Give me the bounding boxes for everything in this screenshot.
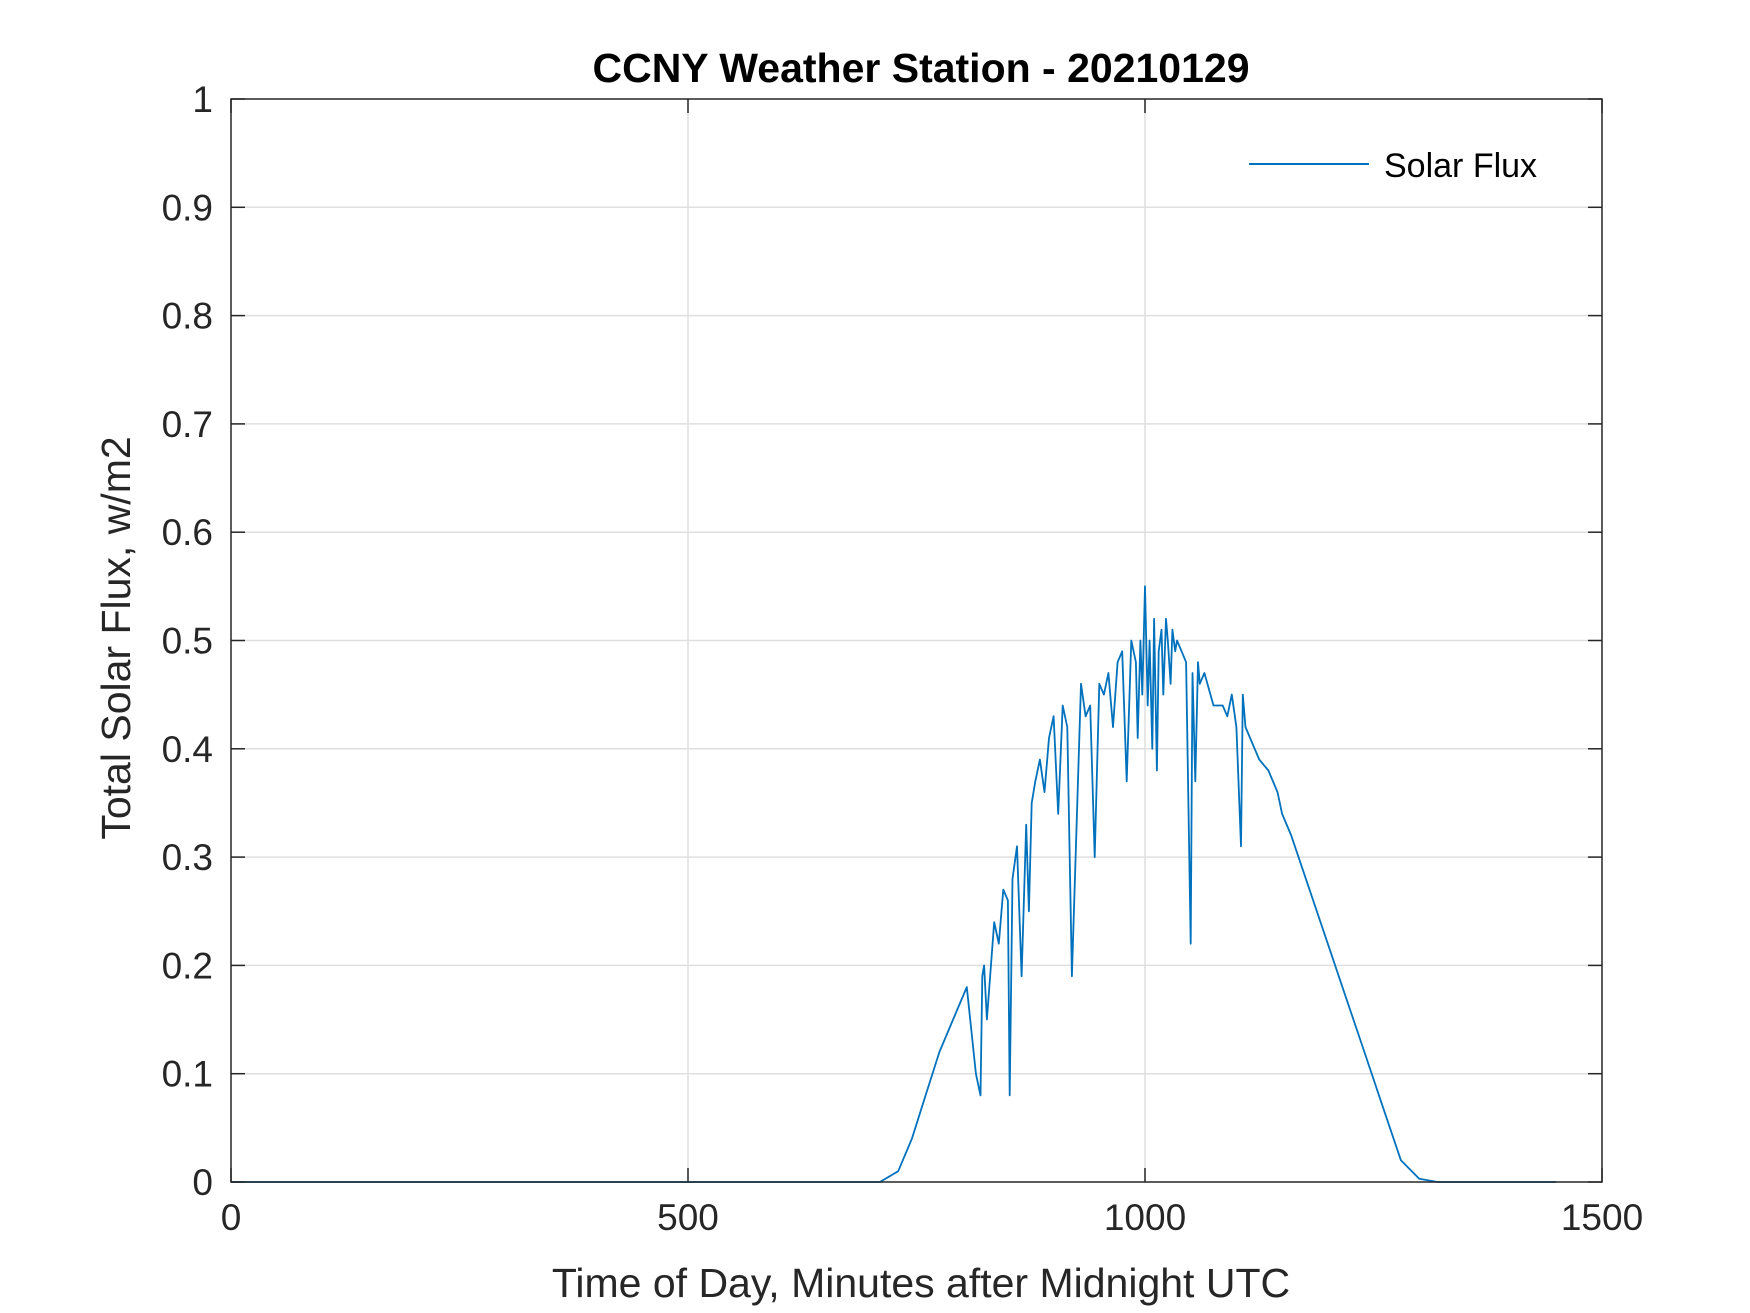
x-tick-label: 1000	[1104, 1197, 1186, 1238]
legend-label-solar-flux: Solar Flux	[1384, 147, 1537, 185]
y-tick-label: 0.4	[162, 729, 213, 770]
y-tick-label: 0.6	[162, 512, 213, 553]
y-tick-label: 0.5	[162, 621, 213, 662]
x-tick-label: 500	[657, 1197, 719, 1238]
x-axis-label: Time of Day, Minutes after Midnight UTC	[552, 1260, 1290, 1306]
chart-title: CCNY Weather Station - 20210129	[592, 45, 1249, 91]
x-tick-label: 1500	[1561, 1197, 1643, 1238]
y-tick-label: 0	[192, 1162, 213, 1203]
legend: Solar Flux	[1249, 147, 1537, 185]
y-tick-label: 0.2	[162, 945, 213, 986]
x-tick-label: 0	[221, 1197, 242, 1238]
y-axis-label: Total Solar Flux, w/m2	[93, 436, 139, 839]
series-line-solar-flux	[231, 585, 1557, 1183]
y-tick-label: 0.8	[162, 296, 213, 337]
series-layer	[231, 585, 1557, 1183]
y-tick-label: 0.3	[162, 837, 213, 878]
y-tick-label: 1	[192, 79, 213, 120]
y-tick-label: 0.9	[162, 187, 213, 228]
grid-layer	[231, 99, 1602, 1182]
ticks-layer: 0 500 1000 1500 0 0.1 0.2 0.3 0.4 0.5 0.6 0.7 0.8 0.9…	[162, 79, 1644, 1238]
y-tick-label: 0.1	[162, 1054, 213, 1095]
y-tick-label: 0.7	[162, 404, 213, 445]
